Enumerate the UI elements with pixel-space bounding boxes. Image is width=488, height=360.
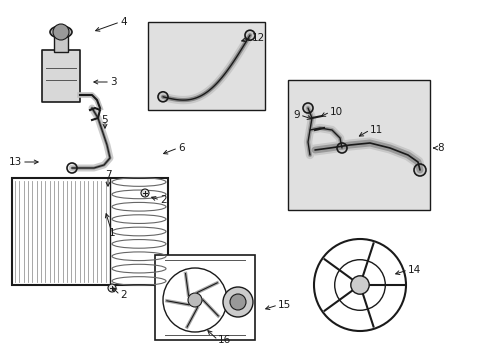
- Ellipse shape: [50, 26, 72, 38]
- Bar: [148, 22, 264, 110]
- Text: 13: 13: [9, 157, 22, 167]
- Text: 15: 15: [278, 300, 291, 310]
- Text: 6: 6: [178, 143, 184, 153]
- Bar: [287, 80, 429, 210]
- Text: 8: 8: [436, 143, 443, 153]
- Text: 1: 1: [108, 228, 115, 238]
- Circle shape: [229, 294, 245, 310]
- Bar: [155, 255, 254, 340]
- Text: 16: 16: [218, 335, 231, 345]
- Text: 9: 9: [293, 110, 299, 120]
- Circle shape: [223, 287, 252, 317]
- Text: 4: 4: [120, 17, 126, 27]
- Text: 10: 10: [329, 107, 343, 117]
- Text: 2: 2: [160, 195, 166, 205]
- Text: 2: 2: [120, 290, 126, 300]
- Circle shape: [53, 24, 69, 40]
- Circle shape: [141, 189, 149, 197]
- Circle shape: [350, 276, 368, 294]
- Bar: [54, 32, 68, 52]
- Bar: [12, 178, 168, 285]
- Text: 3: 3: [110, 77, 116, 87]
- Circle shape: [187, 293, 202, 307]
- Bar: [42, 50, 80, 102]
- Text: 14: 14: [407, 265, 420, 275]
- Text: 5: 5: [102, 115, 108, 125]
- Circle shape: [108, 284, 116, 292]
- Text: 11: 11: [369, 125, 383, 135]
- Text: 7: 7: [104, 170, 111, 180]
- Text: 12: 12: [251, 33, 264, 43]
